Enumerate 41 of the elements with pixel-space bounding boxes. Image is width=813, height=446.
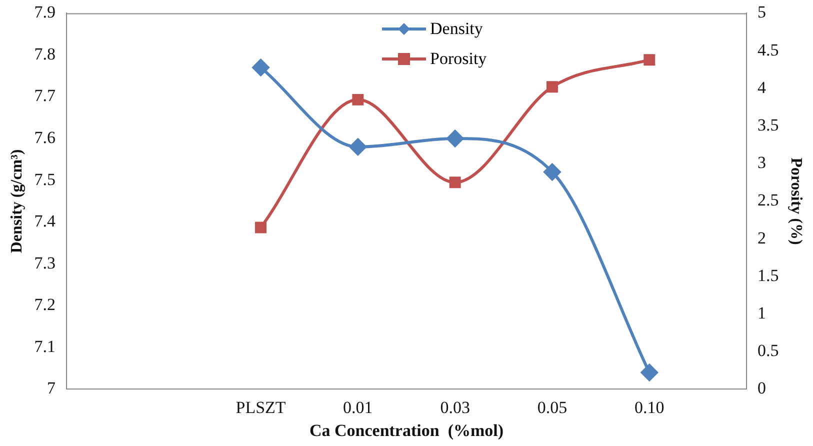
point [544,163,561,180]
x-tick-label: 0.10 [634,398,664,417]
y-tick-label: 7.2 [34,295,56,314]
y-tick-label: 7.5 [34,170,56,189]
point [255,222,267,234]
legend-label: Porosity [430,48,487,70]
x-axis-title: Ca Concentration (%mol) [309,421,504,440]
y2-tick-label: 4 [758,78,767,97]
y2-tick-label: 1 [758,303,766,322]
y2-tick-label: 3 [758,153,766,172]
y-tick-label: 7.7 [34,86,56,106]
x-tick-label: 0.05 [537,398,568,417]
point [640,364,658,381]
point [546,81,558,93]
x-tick-label: 0.01 [343,398,373,417]
y2-tick-label: 5 [758,2,766,22]
point [446,130,464,148]
y-tick-label: 7.1 [34,336,56,356]
y-tick-label: 7.9 [34,2,56,22]
y2-tick-label: 2 [758,228,766,248]
y2-tick-label: 4.5 [758,40,779,60]
y-tick-label: 7.3 [34,253,56,272]
point [352,94,364,106]
y2-tick-label: 2.5 [758,190,779,210]
point [349,138,366,156]
point [644,54,656,66]
x-tick-label: 0.03 [440,398,470,417]
y2-tick-label: 3.5 [758,115,779,134]
y-tick-label: 7.4 [34,212,56,231]
x-tick-label: PLSZT [236,398,286,417]
y2-axis-title: Porosity (%) [787,158,804,245]
y2-tick-label: 1.5 [758,266,779,285]
y-tick-label: 7.6 [34,128,56,147]
legend-label: Density [430,18,483,40]
point [449,176,461,188]
y2-tick-label: 0.5 [758,341,779,360]
y-axis-title: Density (g/cm³) [8,149,26,254]
y-tick-label: 7.8 [34,44,56,64]
point [252,59,270,76]
y-tick-label: 7 [46,378,56,398]
y2-tick-label: 0 [758,378,766,398]
